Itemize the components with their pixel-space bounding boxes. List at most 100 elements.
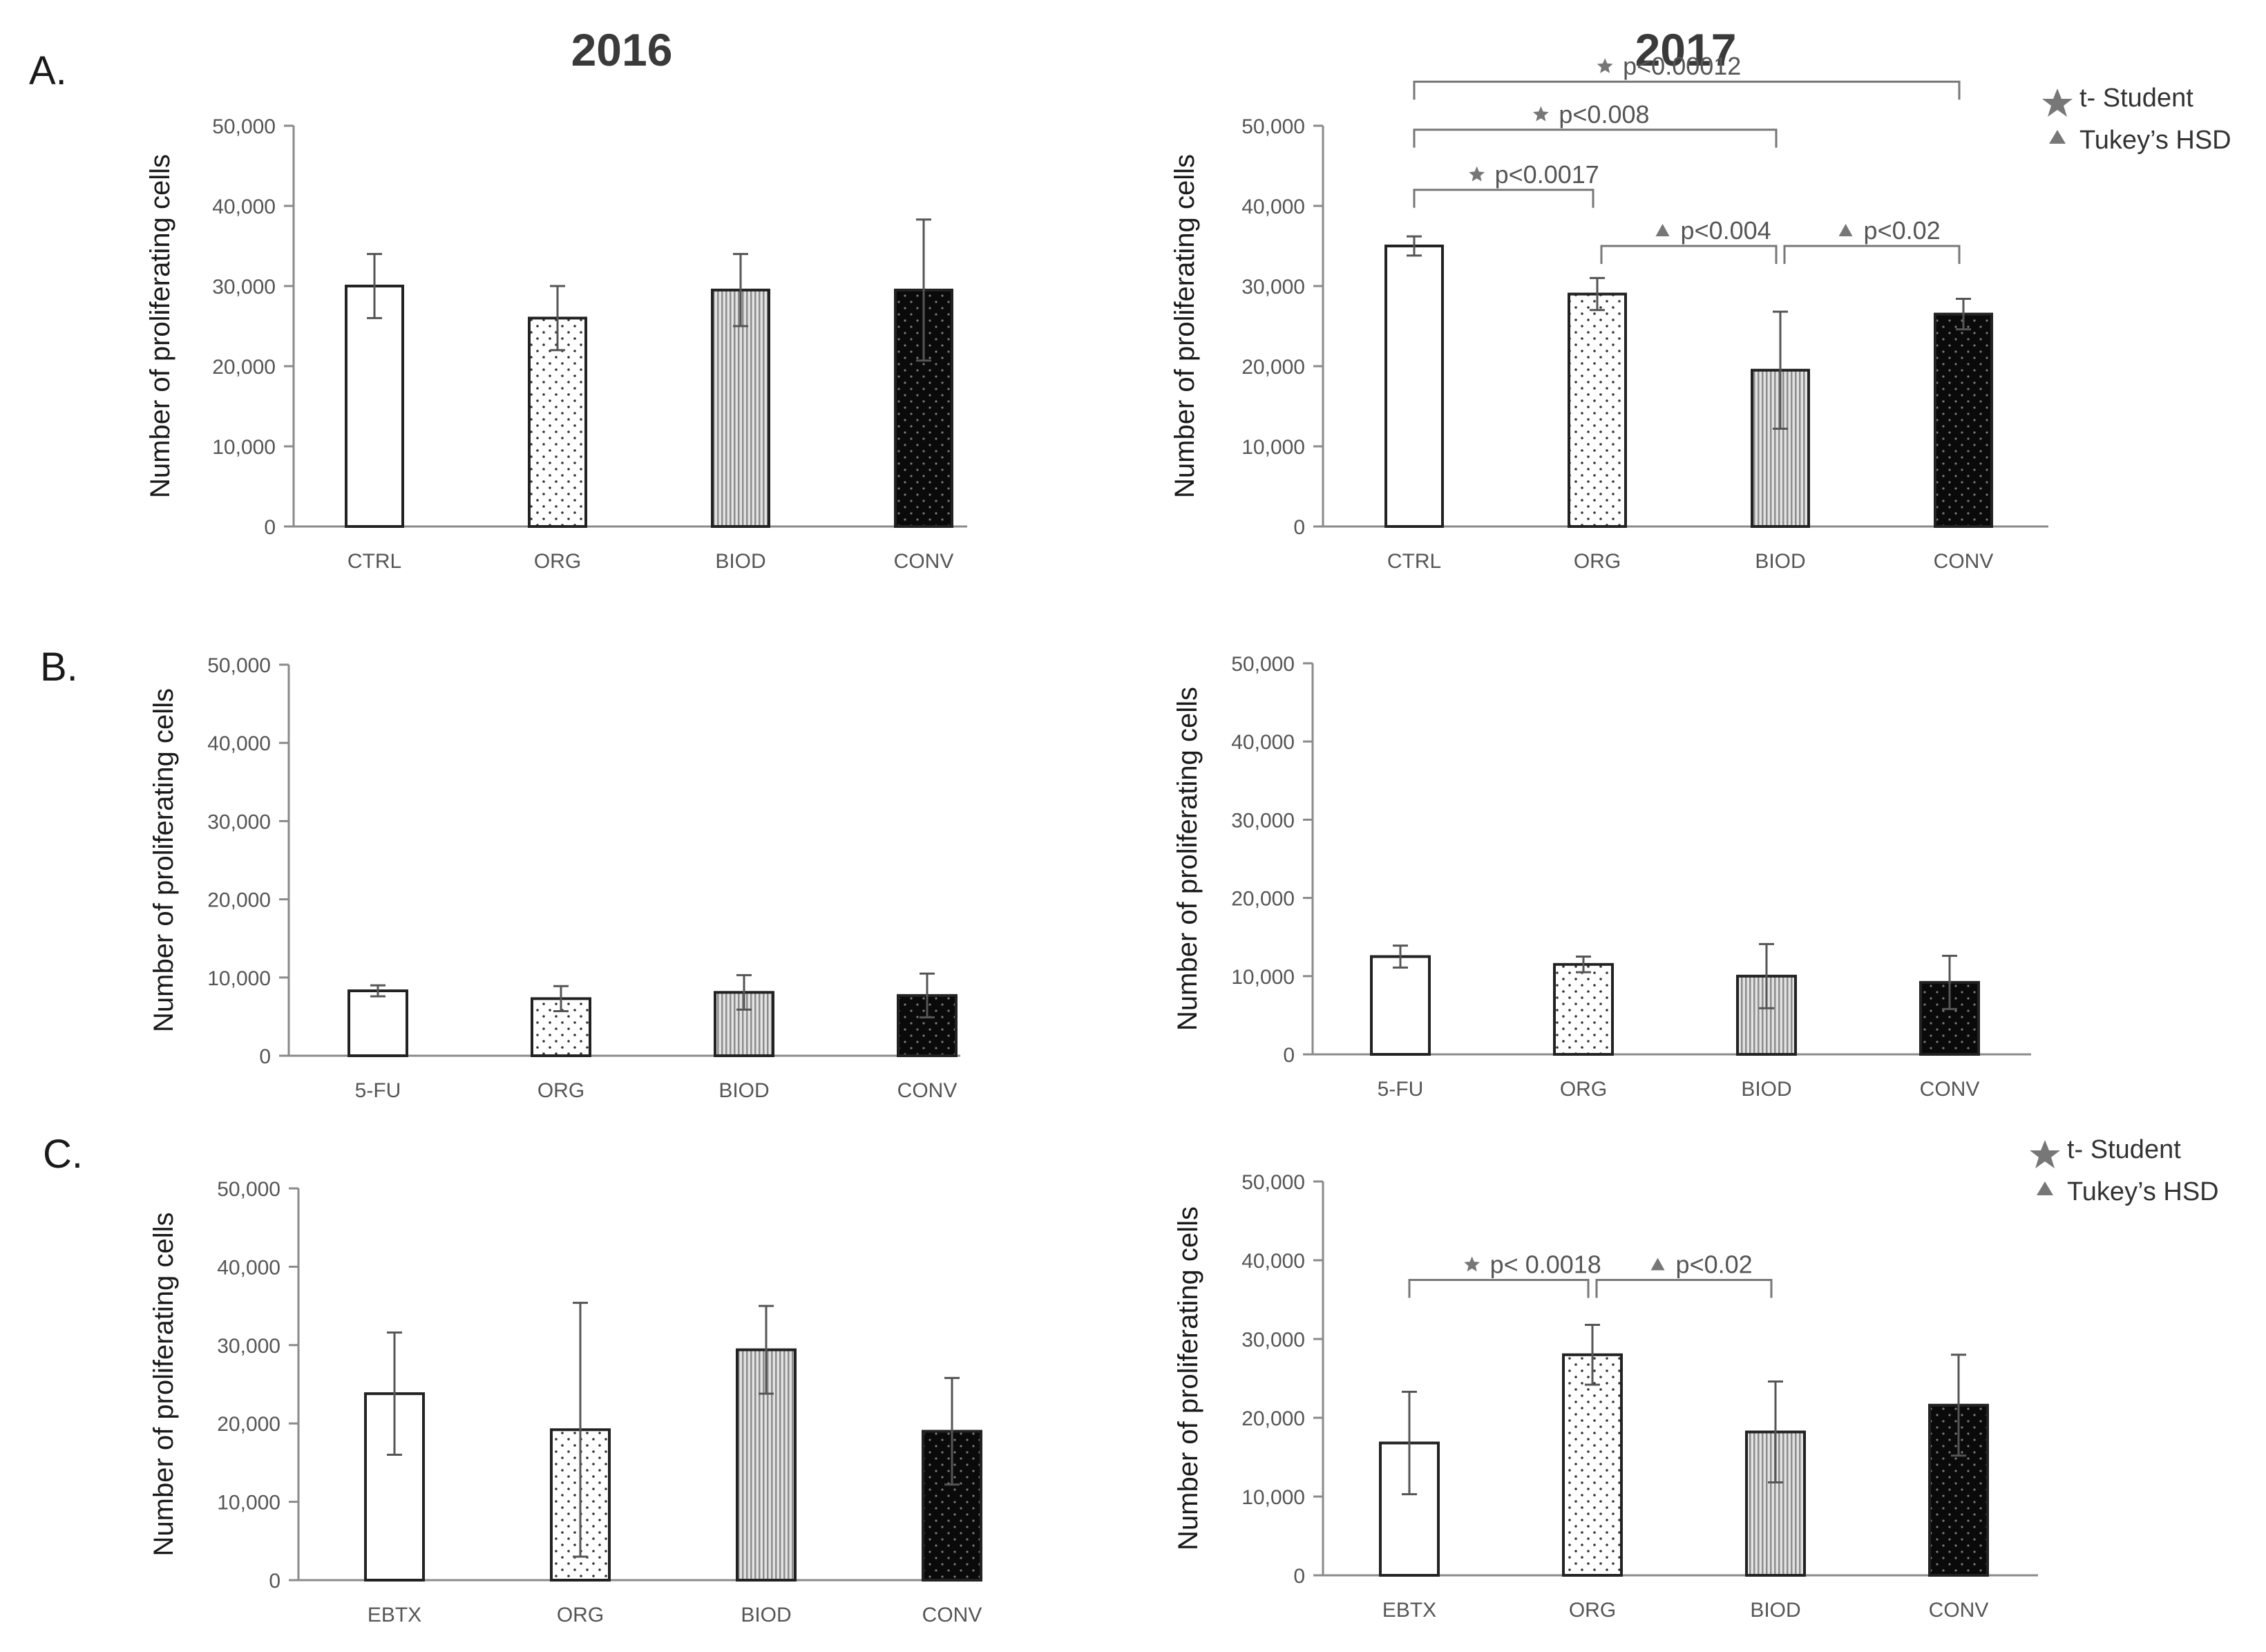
y-tick-label: 50,000 [217, 1178, 280, 1201]
error-bar-biod [733, 253, 748, 327]
bar-org [528, 316, 587, 528]
significance-bracket: p<0.02 [1595, 1251, 1773, 1298]
y-tick-label: 0 [1293, 1565, 1305, 1588]
x-category-label: CONV [897, 1079, 958, 1102]
row-label-c: C. [43, 1132, 83, 1177]
y-tick-label: 50,000 [1241, 1171, 1305, 1194]
error-bar-ebtx [387, 1331, 402, 1456]
y-tick-label: 30,000 [1241, 1329, 1305, 1351]
x-category-label: ORG [557, 1604, 604, 1626]
y-tick-label: 10,000 [212, 436, 276, 459]
legend-label-tukey: Tukey’s HSD [2079, 126, 2231, 155]
legend-label-t-student: t- Student [2067, 1135, 2181, 1164]
triangle-icon [1838, 224, 1853, 236]
x-category-label: EBTX [1382, 1599, 1436, 1622]
legend-triangle-icon [2049, 130, 2066, 144]
y-axis-title: Number of proliferating cells [149, 688, 179, 1032]
x-category-label: CONV [1929, 1599, 1989, 1622]
error-bar-ctrl [1407, 235, 1422, 257]
y-tick-label: 40,000 [217, 1256, 280, 1279]
error-bar-biod [736, 974, 752, 1011]
chart-panel-a-2017: Number of proliferating cells 0 10,000 20,0… [1170, 52, 2048, 573]
significance-bracket: p<0.004 [1600, 216, 1778, 264]
chart-panel-c-2016: Number of proliferating cells 0 10,000 20,0… [149, 1178, 982, 1626]
y-tick-label: 40,000 [212, 196, 276, 218]
chart-panel-b-2017: Number of proliferating cells 0 10,000 20,0… [1172, 653, 2031, 1101]
y-tick-label: 50,000 [207, 654, 271, 677]
error-bar-org [550, 285, 565, 352]
x-category-label: ORG [1569, 1599, 1616, 1622]
y-tick-label: 40,000 [1231, 731, 1295, 754]
y-tick-label: 10,000 [217, 1492, 280, 1515]
chart-panel-a-2016: Number of proliferating cells 0 10,000 20,0… [145, 115, 967, 573]
year-label-2016: 2016 [571, 24, 673, 75]
bar-org [1562, 1353, 1623, 1577]
x-category-label: EBTX [368, 1604, 421, 1626]
x-category-label: CONV [1934, 550, 1994, 573]
x-category-label: 5-FU [1378, 1078, 1424, 1101]
bar-biod [711, 288, 770, 528]
y-axis-title: Number of proliferating cells [1172, 687, 1203, 1031]
y-tick-label: 10,000 [207, 967, 271, 990]
y-tick-label: 10,000 [1231, 966, 1295, 989]
bar-org [1568, 292, 1627, 528]
y-tick-label: 40,000 [1241, 1250, 1305, 1273]
star-icon [1533, 106, 1549, 122]
error-bar-conv [1951, 1354, 1966, 1457]
x-category-label: CTRL [347, 550, 401, 573]
row-label-a: A. [29, 48, 67, 93]
error-bar-biod [1768, 1380, 1783, 1483]
y-tick-label: 50,000 [212, 115, 276, 138]
y-tick-label: 30,000 [1231, 809, 1295, 832]
x-category-label: CONV [922, 1604, 982, 1626]
significance-bracket: p< 0.0018 [1408, 1251, 1601, 1298]
y-tick-label: 0 [1283, 1044, 1295, 1067]
y-tick-label: 30,000 [207, 810, 271, 833]
bar-ctrl [1384, 245, 1444, 528]
x-category-label: BIOD [718, 1079, 769, 1102]
significance-label: p< 0.0018 [1490, 1251, 1601, 1279]
bar-org [1553, 962, 1614, 1056]
significance-label: p<0.004 [1681, 216, 1771, 245]
legend-label-tukey: Tukey’s HSD [2067, 1177, 2219, 1206]
y-tick-label: 0 [1293, 516, 1305, 539]
x-category-label: BIOD [1741, 1078, 1791, 1101]
legend-star-icon [2030, 1140, 2060, 1168]
y-tick-label: 40,000 [207, 732, 271, 755]
triangle-icon [1655, 224, 1670, 236]
y-tick-label: 20,000 [217, 1413, 280, 1436]
y-tick-label: 10,000 [1241, 436, 1305, 459]
bar-conv [1934, 312, 1993, 528]
x-category-label: BIOD [1750, 1599, 1800, 1622]
y-tick-label: 0 [269, 1570, 280, 1593]
error-bar-conv [1942, 954, 1957, 1010]
bar-5-fu [347, 989, 408, 1057]
x-category-label: CONV [894, 550, 954, 573]
error-bar-conv [920, 972, 935, 1019]
error-bar-biod [759, 1304, 774, 1395]
y-axis-title: Number of proliferating cells [149, 1213, 179, 1557]
error-bar-org [553, 985, 569, 1012]
triangle-icon [1650, 1257, 1665, 1271]
error-bar-ctrl [367, 253, 382, 319]
y-tick-label: 20,000 [212, 356, 276, 379]
y-tick-label: 40,000 [1241, 196, 1305, 218]
significance-label: p<0.02 [1676, 1251, 1753, 1279]
y-tick-label: 0 [259, 1045, 271, 1068]
y-tick-label: 50,000 [1231, 653, 1295, 676]
significance-bracket: p<0.0017 [1413, 160, 1599, 208]
star-icon [1469, 166, 1485, 182]
legend-label-t-student: t- Student [2079, 84, 2193, 113]
legend-bottom: t- Student Tukey’s HSD [2030, 1135, 2219, 1206]
x-category-label: BIOD [1755, 550, 1805, 573]
y-axis-title: Number of proliferating cells [145, 154, 175, 498]
x-category-label: CTRL [1387, 550, 1441, 573]
significance-label: p<0.02 [1864, 216, 1941, 245]
significance-label: p<0.00012 [1623, 52, 1741, 80]
error-bar-5-fu [370, 984, 385, 998]
x-category-label: ORG [1560, 1078, 1607, 1101]
significance-label: p<0.0017 [1495, 160, 1599, 189]
y-tick-label: 50,000 [1241, 115, 1305, 138]
bar-5-fu [1370, 955, 1431, 1056]
row-label-b: B. [40, 645, 78, 690]
